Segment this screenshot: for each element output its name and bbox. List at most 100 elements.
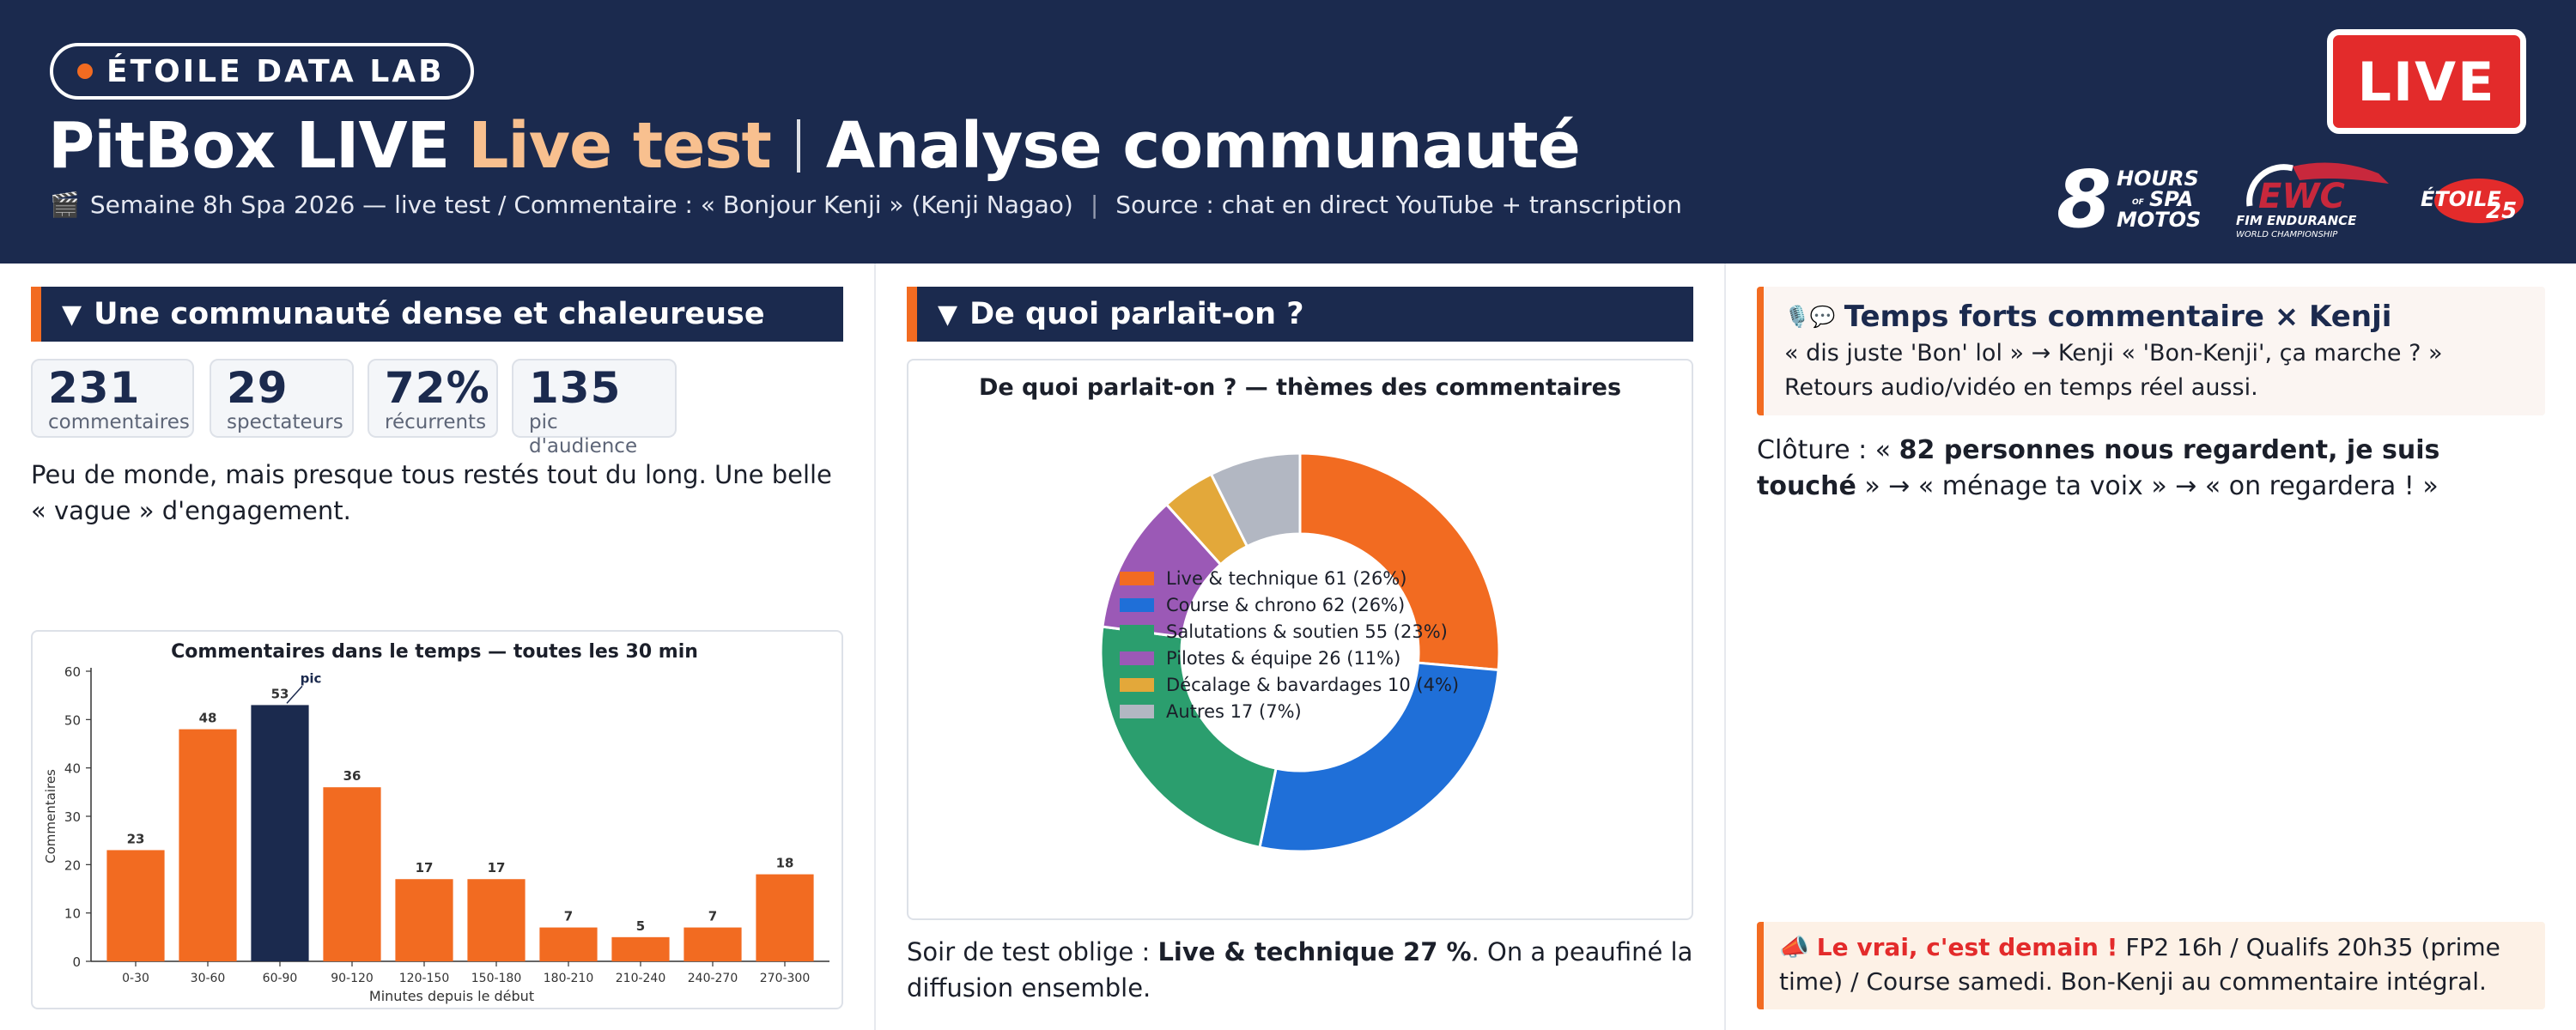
legend-label: Course & chrono 62 (26%) [1166,595,1405,615]
clapperboard-icon: 🎬 [50,191,80,219]
x-axis-label: Minutes depuis le début [369,988,534,1004]
column-divider [1724,264,1726,1030]
y-tick-label: 20 [64,857,81,873]
title-secondary: Analyse communauté [825,109,1581,183]
x-tick-label: 60-90 [263,972,298,985]
topics-summary-strong: Live & technique 27 % [1157,937,1472,966]
highlights-body: « dis juste 'Bon' lol » → Kenji « 'Bon-K… [1784,340,2443,401]
y-tick-label: 30 [64,809,81,825]
megaphone-icon: 📣 [1779,933,1809,961]
legend-label: Live & technique 61 (26%) [1166,568,1406,589]
bar-value-label: 17 [416,860,434,876]
legend-swatch [1120,705,1154,718]
microphone-speech-icon: 🎙️💬 [1784,305,1836,329]
comments-over-time-chart: Commentaires dans le temps — toutes les … [43,641,829,1004]
bar [323,787,381,961]
x-tick-label: 270-300 [760,972,811,985]
subtitle-text: Semaine 8h Spa 2026 — live test / Commen… [89,191,1073,219]
bar [611,936,670,961]
logo-etoile-text: ÉTOILE [2421,186,2501,211]
x-tick-label: 30-60 [191,972,226,985]
y-tick-label: 10 [64,906,81,922]
bar-value-label: 36 [343,768,361,784]
stat-value: 231 [48,363,141,413]
x-tick-label: 120-150 [399,972,450,985]
x-tick-label: 0-30 [122,972,149,985]
y-tick-label: 60 [64,664,81,680]
page-subtitle: 🎬 Semaine 8h Spa 2026 — live test / Comm… [50,191,1682,219]
chart-title: De quoi parlait-on ? — thèmes des commen… [979,374,1621,401]
section-header-label: Une communauté dense et chaleureuse [94,297,765,331]
legend-swatch [1120,572,1154,585]
donut-slice [1209,451,1302,548]
bar-value-label: 18 [776,856,794,871]
subtitle-source: Source : chat en direct YouTube + transc… [1115,191,1682,219]
chart-title: Commentaires dans le temps — toutes les … [171,641,698,663]
legend-swatch [1120,625,1154,639]
lab-badge: ÉTOILE DATA LAB [50,43,474,100]
bar-chart-card: Commentaires dans le temps — toutes les … [31,630,843,1009]
highlights-box: 🎙️💬 Temps forts commentaire × Kenji « di… [1757,287,2545,415]
tomorrow-text: 📣 Le vrai, c'est demain ! FP2 16h / Qual… [1779,930,2528,999]
dot-icon [77,64,93,79]
section-header-community[interactable]: ▼ Une communauté dense et chaleureuse [31,287,843,342]
legend-label: Décalage & bavardages 10 (4%) [1166,675,1459,695]
section-header-topics[interactable]: ▼ De quoi parlait-on ? [907,287,1693,342]
logo-8h-spa: SPA [2149,187,2193,211]
tomorrow-body: FP2 16h / Qualifs 20h35 (prime time) / C… [1779,933,2500,996]
bar-value-label: 23 [127,831,145,846]
title-main: PitBox LIVE [48,109,450,183]
stat-label: spectateurs [227,411,343,433]
title-accent: Live test [468,109,772,183]
stat-label: récurrents [385,411,487,433]
legend-label: Autres 17 (7%) [1166,701,1302,722]
etoile-25-logo: ÉTOILE 25 [2421,179,2524,224]
bar [251,705,309,961]
legend-swatch [1120,678,1154,692]
bar-value-label: 7 [564,909,573,924]
tomorrow-box: 📣 Le vrai, c'est demain ! FP2 16h / Qual… [1757,922,2545,1009]
y-axis-label: Commentaires [43,769,58,863]
tomorrow-strong: Le vrai, c'est demain ! [1816,933,2118,961]
logo-8h-hours: HOURS [2117,167,2199,191]
stat-card-recurring: 72% récurrents [368,359,498,438]
caret-down-icon: ▼ [62,299,82,330]
bar-value-label: 17 [488,860,506,876]
annotation-label: pic [301,670,322,686]
bar [179,729,237,961]
logo-etoile-num: 25 [2486,198,2517,224]
topics-donut-chart: De quoi parlait-on ? — thèmes des commen… [979,374,1621,853]
x-tick-label: 150-180 [471,972,522,985]
annotation-arrow [286,685,303,704]
topics-summary-prefix: Soir de test oblige : [907,937,1158,966]
closing-strong: 82 personnes nous regardent, je suis tou… [1757,435,2440,501]
topics-summary: Soir de test oblige : Live & technique 2… [907,934,1697,1006]
logo-8h-of: OF [2132,198,2145,207]
donut-slice [1298,451,1501,672]
stat-value: 135 [529,363,622,413]
stat-value: 29 [227,363,289,413]
column-divider [874,264,876,1030]
donut-chart-card: De quoi parlait-on ? — thèmes des commen… [907,359,1693,920]
donut-slice [1258,661,1500,853]
stat-value: 72% [385,363,490,413]
stat-card-peak: 135 pic d'audience [512,359,677,457]
x-tick-label: 240-270 [688,972,738,985]
stat-card-viewers: 29 spectateurs [210,359,354,438]
bar-value-label: 7 [708,909,717,924]
community-summary: Peu de monde, mais presque tous restés t… [31,460,832,525]
bar [683,927,742,961]
highlights-header: 🎙️💬 Temps forts commentaire × Kenji [1784,297,2528,336]
x-tick-label: 180-210 [544,972,594,985]
subtitle-divider: | [1090,191,1099,219]
closing-quote: Clôture : « 82 personnes nous regardent,… [1757,433,2547,505]
topics-summary-suffix: . On a peaufiné la diffusion ensemble. [907,937,1693,1003]
y-tick-label: 40 [64,761,81,777]
bar [106,850,165,961]
bar-value-label: 53 [271,686,289,701]
title-divider [796,119,800,173]
closing-suffix: » → « ménage ta voix » → « on regardera … [1856,471,2439,501]
stat-label: pic d'audience [529,411,638,457]
bar [467,879,526,961]
logo-8h-motos: MOTOS [2117,208,2201,232]
